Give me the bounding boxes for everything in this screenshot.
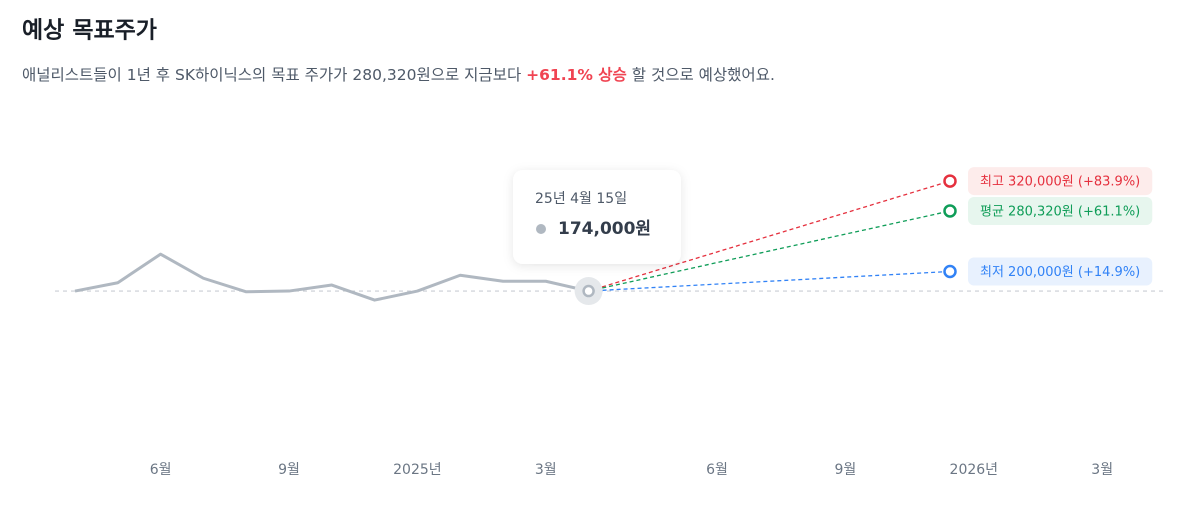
x-tick-label: 9월 bbox=[278, 462, 300, 478]
subtitle-text: 할 것으로 예상했어요. bbox=[627, 66, 775, 84]
x-tick-label: 2026년 bbox=[950, 462, 999, 478]
target-label-bg bbox=[968, 196, 1153, 225]
target-label: 최고 320,000원 (+83.9%) bbox=[968, 167, 1153, 196]
target-line bbox=[588, 270, 951, 292]
tooltip: 25년 4월 15일 174,000원 bbox=[513, 170, 681, 264]
target-point bbox=[943, 174, 957, 188]
target-label: 평균 280,320원 (+61.1%) bbox=[968, 196, 1153, 225]
subtitle-text: 애널리스트들이 1년 후 SK하이닉스의 목표 주가가 280,320원으로 지… bbox=[22, 66, 526, 84]
subtitle-highlight: +61.1% 상승 bbox=[526, 66, 627, 84]
tooltip-dot bbox=[536, 224, 546, 234]
target-label-bg bbox=[968, 167, 1153, 196]
subtitle: 애널리스트들이 1년 후 SK하이닉스의 목표 주가가 280,320원으로 지… bbox=[22, 66, 775, 84]
current-point bbox=[582, 284, 595, 298]
x-tick-label: 3월 bbox=[1091, 462, 1113, 478]
x-tick-label: 9월 bbox=[835, 462, 857, 478]
price-line bbox=[74, 252, 589, 302]
x-tick-label: 3월 bbox=[535, 462, 557, 478]
target-line bbox=[588, 210, 951, 292]
tooltip-box bbox=[513, 170, 681, 264]
target-label-text: 최저 200,000원 (+14.9%) bbox=[980, 265, 1140, 280]
target-label-text: 평균 280,320원 (+61.1%) bbox=[980, 204, 1140, 219]
x-tick-label: 6월 bbox=[706, 462, 728, 478]
x-tick-label: 6월 bbox=[150, 462, 172, 478]
x-tick-label: 2025년 bbox=[393, 462, 442, 478]
target-label-bg bbox=[968, 257, 1153, 286]
target-point bbox=[943, 264, 957, 279]
target-label-text: 최고 320,000원 (+83.9%) bbox=[980, 175, 1140, 190]
target-label: 최저 200,000원 (+14.9%) bbox=[968, 257, 1153, 286]
chart-title: 예상 목표주가 bbox=[22, 18, 157, 44]
tooltip-value: 174,000원 bbox=[558, 219, 651, 239]
tooltip-date: 25년 4월 15일 bbox=[535, 191, 627, 207]
target-point bbox=[943, 204, 957, 218]
